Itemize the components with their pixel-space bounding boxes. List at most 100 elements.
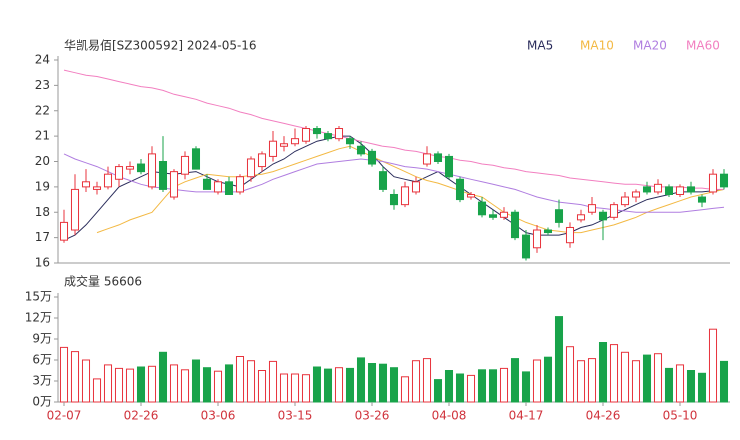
candle-body (642, 186, 652, 193)
volume-bar (466, 374, 476, 403)
candle-body (444, 155, 454, 178)
candle-body (433, 153, 443, 162)
candle-body (620, 196, 630, 206)
volume-bar (114, 367, 124, 403)
volume-bar (554, 316, 564, 403)
candle-body (268, 140, 278, 157)
volume-bar (433, 379, 443, 403)
candle-body (334, 128, 344, 140)
candle-body (224, 181, 234, 195)
candle-body (488, 214, 498, 218)
volume-bar (334, 367, 344, 403)
candle-body (554, 209, 564, 223)
candle-body (180, 155, 190, 175)
volume-bar (686, 370, 696, 403)
x-tick-label: 02-07 (47, 409, 82, 423)
volume-bar (191, 359, 201, 403)
volume-bar (345, 367, 355, 403)
volume-bar (708, 328, 718, 403)
volume-bar (532, 359, 542, 403)
candle-body (59, 221, 69, 241)
volume-bar (268, 360, 278, 403)
candle-body (455, 178, 465, 201)
candle-body (653, 183, 663, 193)
volume-bar (180, 369, 190, 403)
y-tick-label: 17 (35, 230, 50, 244)
volume-bar (224, 364, 234, 403)
y-tick-label: 9万 (32, 332, 52, 346)
candle-body (191, 148, 201, 170)
y-tick-label: 21 (35, 129, 50, 143)
x-tick-label: 03-06 (201, 409, 236, 423)
candle-body (598, 211, 608, 221)
candle-body (290, 138, 300, 145)
candle-body (576, 214, 586, 221)
x-tick-label: 03-26 (355, 409, 390, 423)
candle-body (631, 191, 641, 198)
ma-line (96, 145, 725, 234)
volume-bar (521, 371, 531, 403)
candle-body (103, 173, 113, 188)
candle-body (543, 229, 553, 234)
volume-bar (279, 373, 289, 403)
candle-body (125, 166, 135, 170)
volume-bar (312, 366, 322, 403)
x-tick-label: 04-17 (509, 409, 544, 423)
volume-bar (103, 364, 113, 403)
candle-body (235, 176, 245, 193)
candle-body (301, 128, 311, 142)
x-tick-label: 04-08 (432, 409, 467, 423)
y-tick-label: 18 (35, 205, 50, 219)
volume-bar (158, 351, 168, 403)
candle-body (323, 133, 333, 140)
volume-bar (620, 351, 630, 403)
candle-body (158, 161, 168, 190)
volume-bar (389, 367, 399, 403)
volume-bar (499, 367, 509, 403)
candle-body (521, 234, 531, 259)
volume-bar (81, 359, 91, 403)
candle-body (378, 171, 388, 190)
volume-bar (642, 354, 652, 403)
y-tick-label: 15万 (25, 290, 52, 304)
volume-bar (235, 356, 245, 403)
candle-body (279, 143, 289, 147)
candle-body (664, 186, 674, 195)
volume-bar (675, 364, 685, 403)
candle-body (499, 211, 509, 218)
volume-bar (202, 367, 212, 403)
volume-bar (59, 346, 69, 403)
x-tick-label: 04-26 (586, 409, 621, 423)
volume-bar (92, 378, 102, 403)
volume-bar (356, 357, 366, 403)
candle-body (510, 211, 520, 239)
candle-body (686, 186, 696, 193)
candle-body (532, 229, 542, 249)
candle-body (367, 150, 377, 165)
volume-bar (411, 360, 421, 403)
candle-body (697, 196, 707, 203)
ma-line (63, 69, 724, 190)
legend-entry: MA20 (633, 39, 667, 53)
volume-bar (169, 364, 179, 403)
volume-bar (565, 346, 575, 403)
candle-body (169, 171, 179, 198)
volume-bar (136, 366, 146, 403)
volume-bar (631, 360, 641, 403)
volume-bar (400, 376, 410, 403)
candle-body (587, 204, 597, 213)
candle-body (411, 181, 421, 193)
candle-body (356, 145, 366, 155)
volume-bar (609, 344, 619, 403)
legend-entry: MA5 (527, 39, 553, 53)
volume-bar (367, 363, 377, 403)
volume-title: 成交量 56606 (64, 274, 142, 289)
volume-bar (455, 373, 465, 403)
volume-bar (653, 353, 663, 403)
candle-body (609, 204, 619, 218)
candle-body (345, 138, 355, 145)
volume-bar (147, 365, 157, 403)
volume-bar (576, 360, 586, 403)
volume-bar (697, 372, 707, 403)
